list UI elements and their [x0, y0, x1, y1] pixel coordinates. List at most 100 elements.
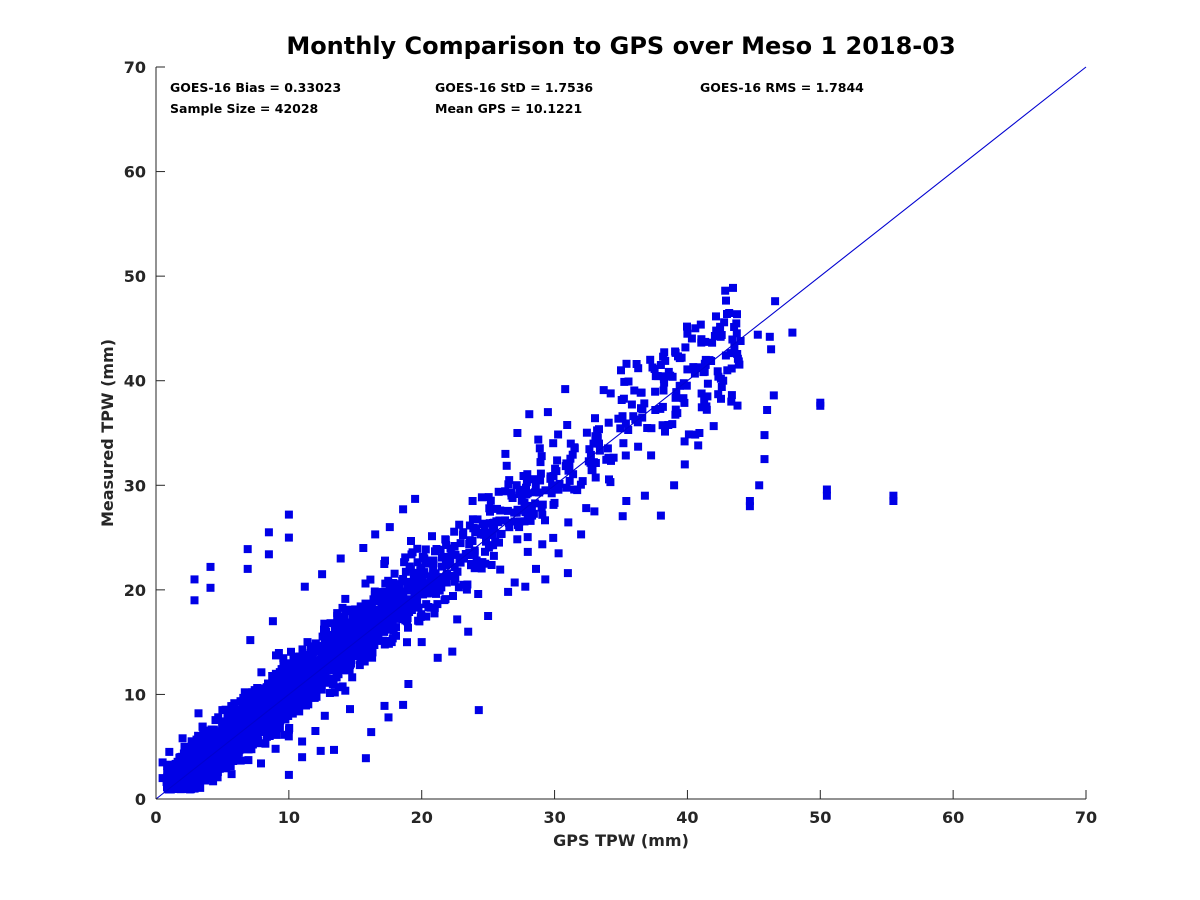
scatter-point — [523, 489, 532, 498]
scatter-point — [519, 490, 527, 499]
scatter-point — [413, 598, 422, 607]
scatter-point — [473, 515, 482, 524]
scatter-point — [591, 459, 600, 467]
scatter-point — [459, 528, 468, 537]
scatter-point — [745, 497, 754, 505]
scatter-point — [732, 329, 741, 338]
scatter-point — [406, 565, 415, 574]
scatter-point — [337, 620, 346, 629]
scatter-point — [361, 599, 370, 608]
scatter-point — [385, 523, 394, 532]
scatter-point — [716, 322, 725, 331]
scatter-point — [453, 615, 462, 624]
scatter-point — [569, 470, 578, 479]
scatter-point — [409, 572, 418, 580]
scatter-point — [374, 617, 383, 626]
scatter-point — [630, 386, 639, 395]
scatter-point — [484, 543, 493, 552]
scatter-point — [369, 619, 378, 628]
scatter-point — [158, 758, 167, 767]
scatter-point — [393, 607, 402, 616]
scatter-point — [369, 595, 378, 604]
scatter-point — [703, 379, 712, 388]
scatter-point — [633, 418, 642, 427]
scatter-point — [284, 732, 293, 741]
scatter-point — [367, 728, 376, 737]
scatter-point — [313, 682, 322, 691]
scatter-point — [714, 390, 723, 399]
scatter-point — [618, 512, 627, 521]
scatter-point — [656, 361, 665, 369]
scatter-point — [209, 777, 218, 786]
scatter-point — [290, 662, 299, 671]
scatter-point — [206, 562, 215, 571]
y-axis-label: Measured TPW (mm) — [98, 339, 117, 527]
scatter-point — [345, 605, 354, 614]
scatter-point — [460, 554, 468, 563]
scatter-point — [286, 706, 295, 715]
scatter-point — [319, 643, 328, 651]
scatter-point — [426, 603, 435, 612]
scatter-point — [272, 694, 281, 703]
scatter-point — [889, 491, 898, 500]
scatter-point — [516, 517, 524, 526]
axis-ticks: 0 10 20 30 40 50 60 70 0 10 20 30 40 50 60 70 — [124, 58, 1097, 827]
scatter-point — [599, 386, 608, 395]
scatter-point — [525, 410, 534, 419]
scatter-point — [381, 556, 389, 565]
scatter-point — [271, 744, 280, 753]
scatter-point — [237, 725, 246, 734]
scatter-point — [438, 553, 446, 562]
scatter-point — [621, 451, 630, 460]
scatter-point — [298, 737, 307, 746]
scatter-point — [338, 603, 347, 612]
scatter-point — [361, 579, 370, 588]
scatter-point — [266, 697, 274, 706]
scatter-point — [301, 655, 310, 664]
scatter-point — [472, 524, 481, 533]
scatter-point — [181, 782, 190, 791]
scatter-point — [171, 783, 180, 792]
scatter-point — [298, 691, 307, 700]
scatter-point — [481, 559, 490, 568]
scatter-point — [624, 426, 633, 434]
scatter-point — [664, 372, 673, 381]
scatter-point — [326, 619, 335, 628]
scatter-point — [281, 708, 290, 717]
scatter-point — [341, 686, 350, 695]
scatter-point — [266, 685, 274, 694]
scatter-point — [171, 760, 180, 769]
scatter-point — [680, 460, 689, 469]
scatter-point — [513, 535, 522, 544]
scatter-point — [538, 540, 547, 549]
scatter-point — [428, 532, 436, 541]
scatter-point — [697, 389, 706, 398]
scatter-point — [760, 431, 769, 440]
scatter-point — [222, 764, 231, 773]
scatter-point — [385, 582, 394, 591]
scatter-point — [330, 625, 339, 634]
scatter-point — [400, 558, 409, 567]
scatter-point — [355, 617, 364, 626]
scatter-point — [745, 502, 754, 511]
scatter-point — [239, 693, 248, 702]
scatter-point — [380, 591, 389, 600]
scatter-point — [440, 596, 449, 605]
scatter-point — [304, 700, 313, 709]
scatter-point — [243, 545, 252, 554]
scatter-point — [555, 479, 564, 488]
scatter-point — [180, 763, 189, 772]
scatter-point — [651, 387, 660, 396]
scatter-point — [388, 614, 397, 622]
scatter-point — [619, 439, 628, 448]
scatter-point — [305, 688, 314, 697]
scatter-point — [176, 753, 185, 762]
scatter-point — [356, 611, 365, 619]
scatter-point — [531, 499, 540, 508]
scatter-point — [283, 698, 292, 707]
scatter-point — [203, 773, 212, 782]
scatter-point — [286, 677, 294, 686]
reference-line-1to1 — [155, 66, 1087, 800]
scatter-point — [709, 422, 718, 431]
scatter-point — [449, 592, 457, 600]
